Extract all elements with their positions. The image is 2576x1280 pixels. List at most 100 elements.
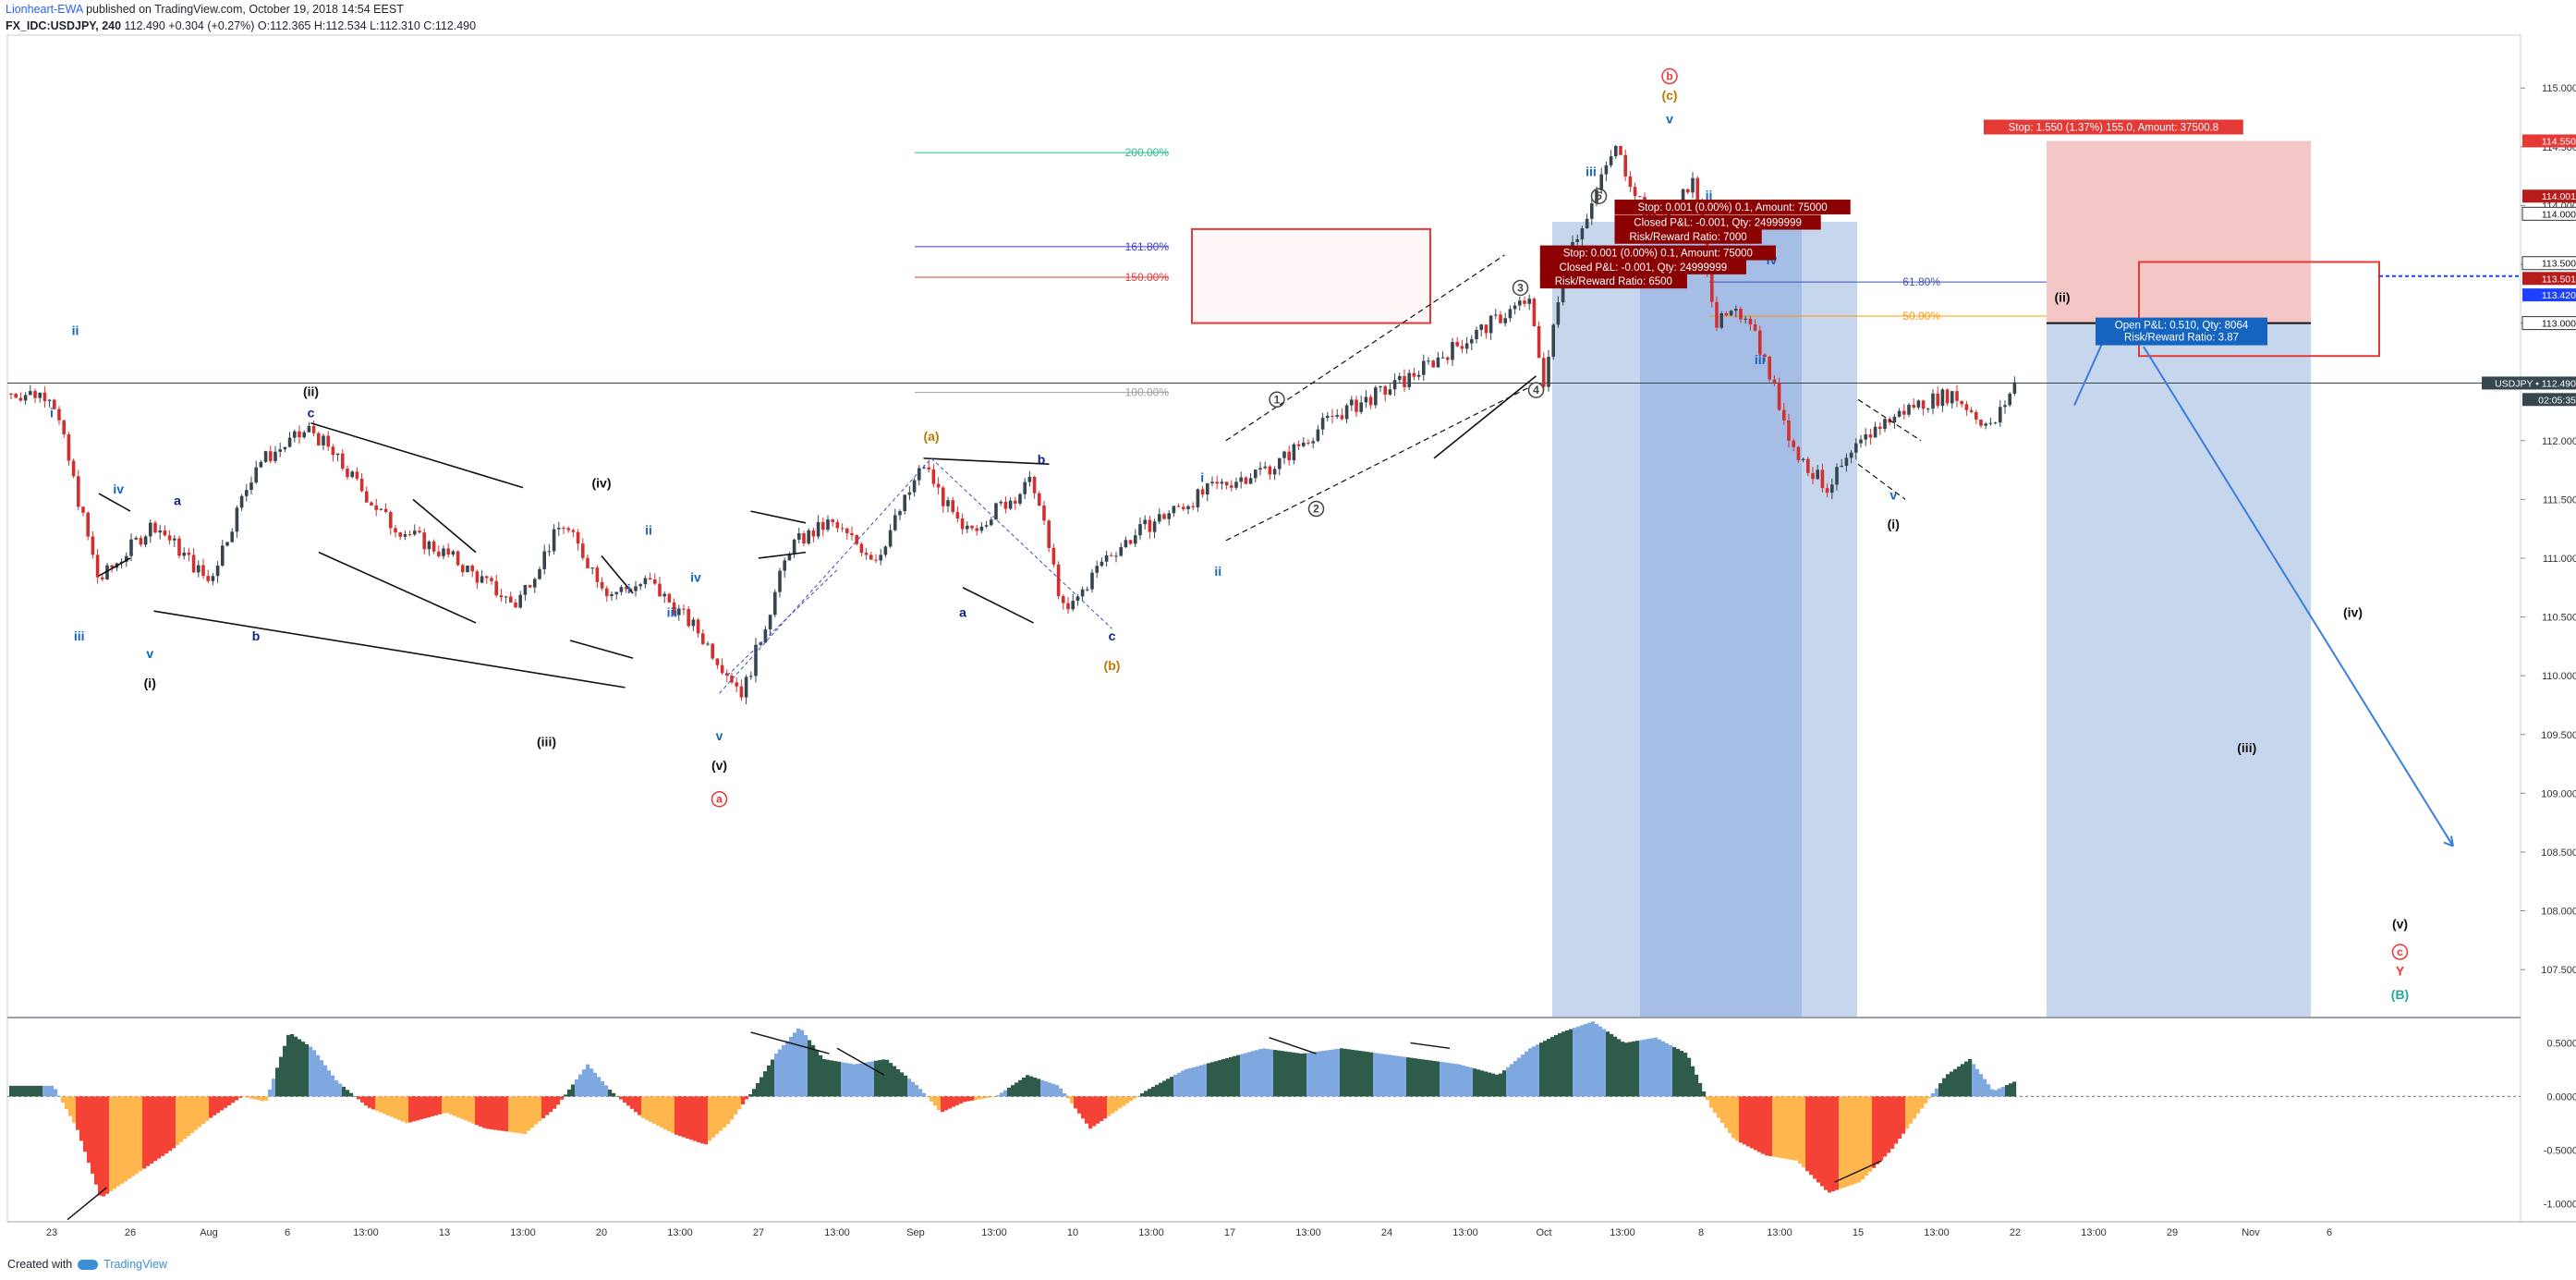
candle-body [1248,478,1253,484]
osc-bar [1680,1051,1684,1097]
price-tag-label: 113.501 [2542,274,2576,285]
osc-bar [1887,1096,1891,1153]
candle-body [850,532,854,536]
osc-bar [978,1096,982,1100]
osc-bar [1270,1049,1274,1097]
osc-bar [28,1085,32,1097]
osc-bar [1166,1079,1171,1097]
osc-bar [1850,1096,1854,1186]
tradingview-link[interactable]: TradingView [103,1258,167,1271]
osc-bar [833,1061,838,1097]
candle-body [1224,482,1229,486]
osc-bar [863,1062,868,1097]
time-tick-label: 13:00 [824,1227,850,1238]
osc-bar [1839,1096,1843,1189]
osc-bar [1111,1096,1115,1114]
candle-body [1075,596,1080,602]
osc-bar [1077,1096,1082,1114]
osc-bar [394,1096,398,1119]
candle-body [1830,484,1834,494]
osc-bar [1983,1079,1987,1097]
wave-label: 1 [1274,393,1281,406]
candle-body [754,644,758,677]
osc-bar [734,1096,738,1115]
osc-bar [1055,1085,1060,1097]
time-tick-label: 22 [2010,1227,2021,1238]
trade-info-box [1614,214,1821,230]
osc-bar [1598,1026,1603,1097]
osc-bar [1576,1026,1581,1097]
candle-body [125,555,128,562]
osc-bar [1125,1096,1130,1103]
candle-body [105,565,109,579]
osc-bar [1454,1064,1459,1097]
candle-body [355,471,359,479]
osc-bar [1273,1050,1278,1097]
candle-body [1316,429,1320,442]
author-link[interactable]: Lionheart-EWA [6,3,83,16]
osc-bar [1321,1051,1326,1097]
candle-body [667,593,672,603]
candle-body [975,528,978,531]
candle-body [1379,385,1382,388]
osc-bar [1543,1041,1548,1097]
candle-body [691,619,696,627]
candle-body [773,591,777,616]
candle-body [1614,145,1618,157]
osc-bar [1987,1084,1991,1097]
candle-body [1008,500,1013,509]
osc-bar [1406,1057,1411,1097]
osc-tick-label: -0.5000 [2544,1145,2576,1156]
osc-bar [1391,1054,1396,1097]
candle-body [23,395,28,401]
candle-body [614,591,618,594]
candle-body [249,482,253,491]
osc-bar [1547,1039,1551,1097]
candle-body [783,560,786,571]
wave-circle-icon [2391,944,2409,960]
osc-bar [1458,1064,1463,1097]
candle-body [1278,457,1282,469]
osc-bar [94,1096,99,1185]
price-tag-label: 114.000 [2542,209,2576,220]
osc-bar [719,1096,723,1131]
osc-divergence-line [1834,1160,1882,1183]
candle-body [1950,391,1954,404]
osc-bar [748,1094,753,1097]
osc-bar [634,1096,638,1113]
osc-bar [1521,1054,1525,1097]
candle-body [562,528,565,530]
candle-body [662,593,666,597]
osc-bar [1728,1096,1732,1133]
candle-body [413,530,417,535]
candle-body [359,478,364,492]
osc-bar [1820,1096,1825,1187]
osc-bar [1436,1061,1440,1097]
osc-bar [1957,1067,1962,1097]
osc-bar [918,1089,923,1097]
wave-label: c [308,405,315,420]
osc-bar [460,1096,465,1119]
candle-body [311,425,316,433]
osc-bar [31,1085,36,1097]
osc-bar [39,1085,43,1097]
candle-body [91,536,95,555]
candle-body [1494,314,1498,316]
osc-bar [1595,1024,1599,1097]
osc-bar [139,1096,143,1172]
osc-bar [124,1096,128,1182]
candle-body [523,584,528,595]
candle-body [239,495,244,508]
published-text: published on TradingView.com, October 19… [86,3,404,16]
price-tag-box [2522,189,2576,203]
osc-bar [1768,1096,1773,1157]
osc-bar [1040,1079,1045,1097]
price-tag-label: 113.000 [2542,319,2576,330]
candle-body [1758,330,1762,355]
candle-body [341,453,345,469]
osc-bar [656,1096,661,1127]
osc-bar [1347,1049,1352,1097]
osc-bar [771,1059,775,1097]
candle-body [859,543,864,554]
